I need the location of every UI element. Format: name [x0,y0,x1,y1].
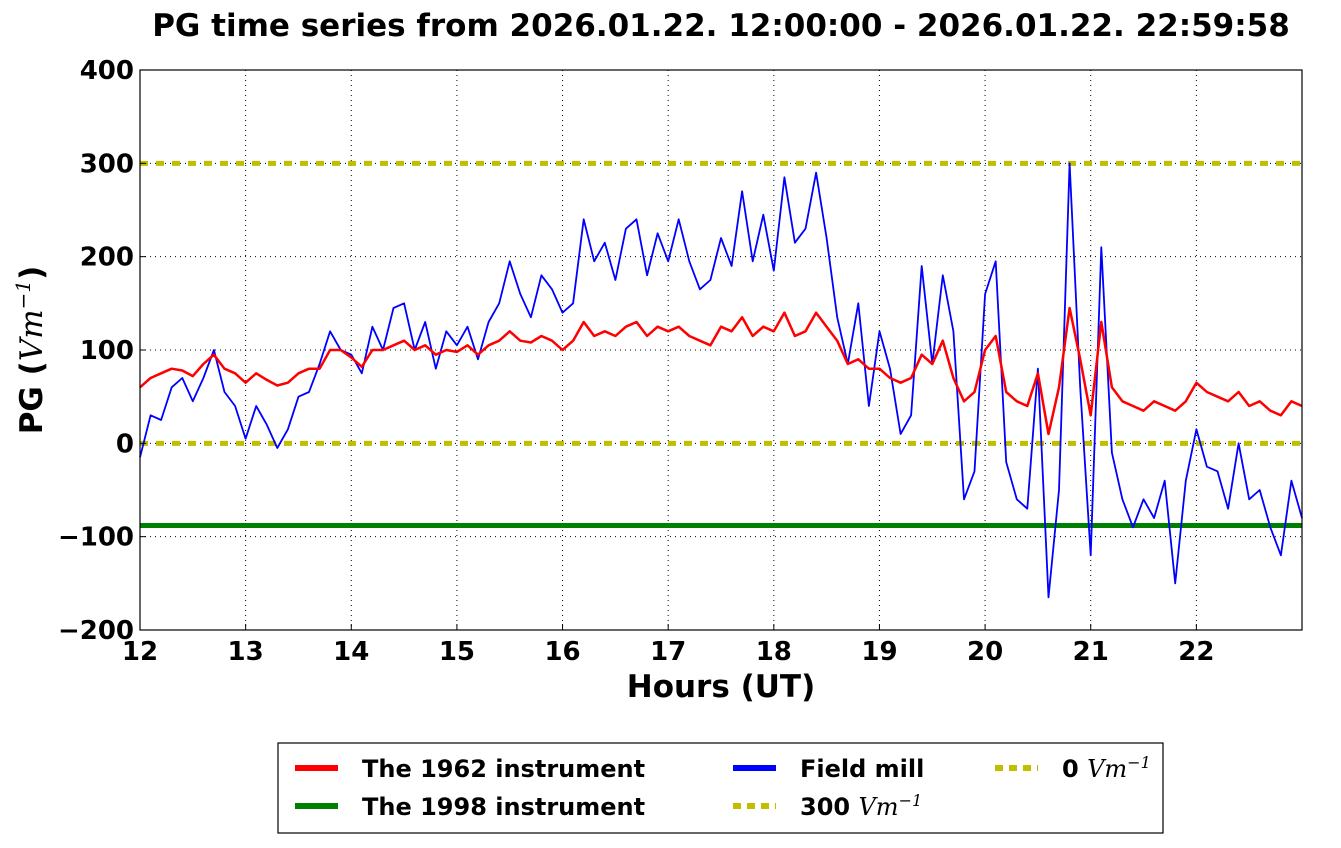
y-tick-label: −100 [58,523,134,553]
x-tick-label: 15 [439,637,475,667]
x-tick-label: 20 [967,637,1003,667]
x-tick-label: 22 [1178,637,1214,667]
y-tick-label: 0 [116,429,134,459]
y-tick-label: −200 [58,616,134,646]
series-the-1962-instrument-line [139,306,1303,436]
legend-label-300: 300 Vm−1 [800,791,922,821]
legend: The 1962 instrument The 1998 instrument … [277,742,1164,834]
series-field-mill-line [139,162,1303,599]
y-axis-label-text: PG ( [14,361,50,434]
series-lines [139,160,1303,599]
legend-label-1998: The 1998 instrument [362,793,645,821]
x-tick-label: 16 [544,637,580,667]
y-tick-label: 200 [80,243,134,273]
y-tick-label: 400 [80,56,134,86]
y-axis-label-close: ) [14,266,50,280]
y-tick-label: 300 [80,149,134,179]
chart-title: PG time series from 2026.01.22. 12:00:00… [152,8,1290,44]
y-tick-label: 100 [80,336,134,366]
legend-label-field-mill: Field mill [800,755,924,783]
y-axis-label-unit: Vm [14,309,50,361]
x-tick-label: 12 [122,637,158,667]
x-tick-label: 14 [333,637,369,667]
x-tick-label: 13 [228,637,264,667]
x-tick-label: 17 [650,637,686,667]
legend-box [277,742,1164,834]
legend-label-0: 0 Vm−1 [1062,753,1151,783]
x-axis-label: Hours (UT) [627,669,816,705]
x-tick-label: 19 [861,637,897,667]
y-axis-label-exp: −1 [11,280,35,309]
ticks: 12 13 14 15 16 17 18 19 20 21 22 −200 −100 0 100 200 300… [58,56,1215,667]
x-tick-label: 18 [756,637,792,667]
grid [139,69,1302,631]
legend-label-1962: The 1962 instrument [362,755,645,783]
y-axis-label: PG (Vm−1) [11,266,50,435]
x-tick-label: 21 [1073,637,1109,667]
